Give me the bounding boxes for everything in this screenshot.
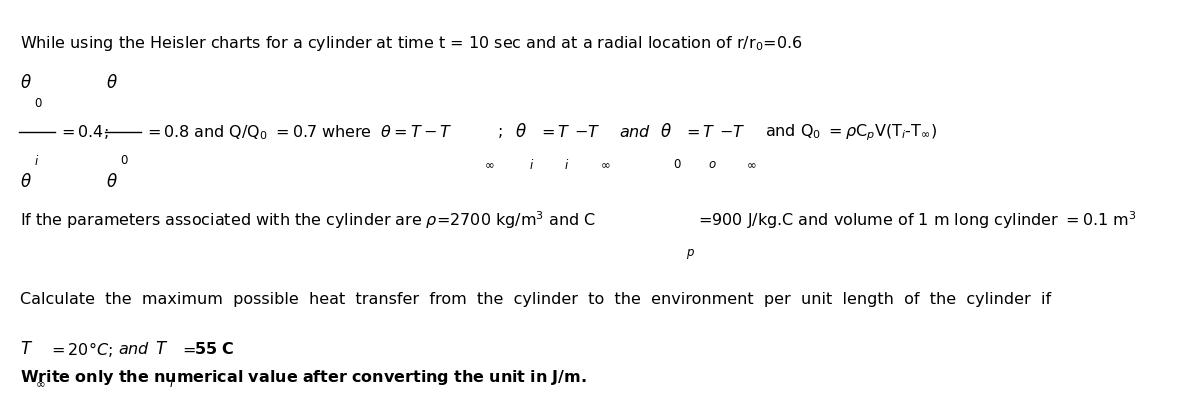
Text: $T$: $T$ — [20, 340, 34, 358]
Text: $\infty$: $\infty$ — [484, 158, 494, 171]
Text: $\theta$: $\theta$ — [20, 173, 31, 191]
Text: $= 20°C;$: $= 20°C;$ — [48, 339, 113, 359]
Text: $\theta$: $\theta$ — [660, 123, 672, 141]
Text: $-T$: $-T$ — [574, 125, 600, 140]
Text: $;$: $;$ — [497, 125, 502, 140]
Text: $\theta$: $\theta$ — [106, 74, 118, 92]
Text: $i$: $i$ — [34, 154, 38, 168]
Text: $p$: $p$ — [685, 247, 695, 261]
Text: $0$: $0$ — [673, 158, 682, 171]
Text: $i$: $i$ — [529, 158, 534, 172]
Text: $\mathbf{55\ C}$: $\mathbf{55\ C}$ — [193, 341, 234, 357]
Text: $\infty$: $\infty$ — [600, 158, 610, 171]
Text: $and$: $and$ — [619, 125, 652, 140]
Text: $o$: $o$ — [708, 158, 716, 171]
Text: =900 J/kg.C and volume of 1 m long cylinder $= 0.1$ m$^3$: =900 J/kg.C and volume of 1 m long cylin… — [698, 209, 1138, 231]
Text: $\theta$: $\theta$ — [106, 173, 118, 191]
Text: If the parameters associated with the cylinder are $\rho$=2700 kg/m$^3$ and C: If the parameters associated with the cy… — [20, 209, 596, 231]
Text: $\infty$: $\infty$ — [35, 377, 46, 390]
Text: $\bf{Write\ only\ the\ numerical\ value\ after\ converting\ the\ unit\ in\ J/m.}: $\bf{Write\ only\ the\ numerical\ value\… — [20, 368, 587, 387]
Text: $T$: $T$ — [155, 340, 168, 358]
Text: $=0.8$ and Q/Q$_0$ $= 0.7$ where  $\theta = T - T$: $=0.8$ and Q/Q$_0$ $= 0.7$ where $\theta… — [144, 123, 454, 142]
Text: $=0.4;$: $=0.4;$ — [59, 123, 109, 141]
Text: $0$: $0$ — [120, 154, 128, 168]
Text: $=T$: $=T$ — [684, 125, 716, 140]
Text: $=$: $=$ — [179, 341, 196, 357]
Text: $0$: $0$ — [34, 98, 42, 110]
Text: $-T$: $-T$ — [719, 125, 745, 140]
Text: While using the Heisler charts for a cylinder at time t = 10 sec and at a radial: While using the Heisler charts for a cyl… — [20, 33, 803, 53]
Text: and Q$_0$ $= \rho$C$_p$V(T$_i$-T$_\infty$): and Q$_0$ $= \rho$C$_p$V(T$_i$-T$_\infty… — [766, 122, 937, 143]
Text: Calculate  the  maximum  possible  heat  transfer  from  the  cylinder  to  the : Calculate the maximum possible heat tran… — [20, 292, 1051, 307]
Text: $i$: $i$ — [564, 158, 570, 172]
Text: $\theta$: $\theta$ — [515, 123, 527, 141]
Text: $\infty$: $\infty$ — [745, 158, 756, 171]
Text: $and$: $and$ — [118, 341, 150, 357]
Text: $\theta$: $\theta$ — [20, 74, 31, 92]
Text: $i$: $i$ — [169, 377, 174, 390]
Text: $=T$: $=T$ — [539, 125, 571, 140]
